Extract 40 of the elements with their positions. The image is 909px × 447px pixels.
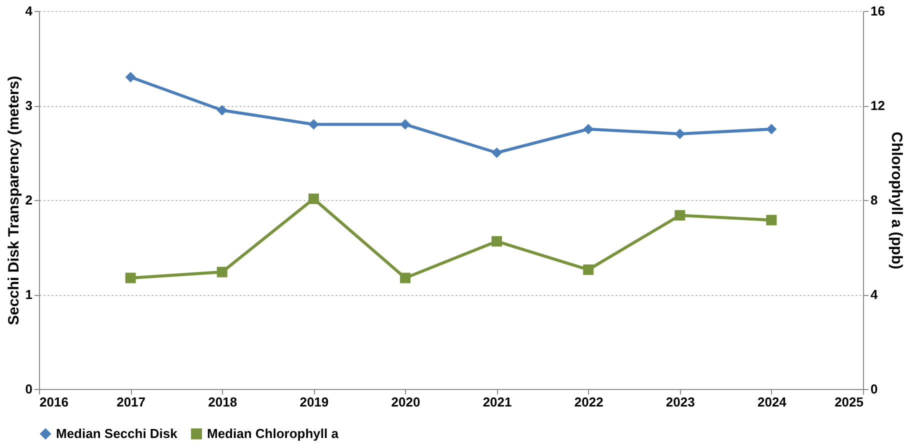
point <box>216 266 228 278</box>
point <box>674 128 686 140</box>
point <box>674 210 686 221</box>
legend-label: Median Chlorophyll a <box>207 426 340 441</box>
y-tick-label: 1 <box>25 287 32 302</box>
y-tick-label: 0 <box>25 382 32 396</box>
point <box>308 119 319 130</box>
point <box>492 148 502 158</box>
legend-label: Median Secchi Disk <box>56 426 178 441</box>
x-tick-label: 2023 <box>666 394 695 410</box>
y-tick-label: 4 <box>25 4 34 18</box>
point <box>583 264 594 275</box>
y-tick-label: 2 <box>25 192 32 208</box>
point <box>492 236 502 247</box>
point <box>766 124 777 134</box>
y2-tick-label: 4 <box>870 287 878 302</box>
y2-axis-title: Chlorophyll a (ppb) <box>888 132 905 270</box>
point <box>400 272 410 284</box>
y2-tick-label: 0 <box>870 382 878 396</box>
x-tick-label: 2016 <box>40 394 68 410</box>
x-tick-label: 2019 <box>300 394 329 410</box>
x-tick-label: 2022 <box>574 394 604 410</box>
point <box>400 119 410 130</box>
point <box>216 104 228 116</box>
x-tick-label: 2018 <box>208 394 238 410</box>
point <box>125 272 136 284</box>
x-tick-label: 2020 <box>391 394 420 410</box>
point <box>125 72 136 82</box>
x-tick-label: 2017 <box>116 394 146 410</box>
point <box>583 124 594 134</box>
x-tick-label: 2021 <box>482 394 512 410</box>
y-axis-title: Secchi Disk Transparency (meters) <box>5 76 22 326</box>
y-tick-label: 3 <box>25 98 32 113</box>
y2-tick-label: 12 <box>870 98 885 113</box>
point <box>766 214 777 226</box>
point <box>308 194 319 204</box>
x-tick-label: 2025 <box>834 394 864 410</box>
y2-tick-label: 16 <box>870 4 885 18</box>
y2-tick-label: 8 <box>870 192 878 208</box>
x-tick-label: 2024 <box>757 394 788 410</box>
